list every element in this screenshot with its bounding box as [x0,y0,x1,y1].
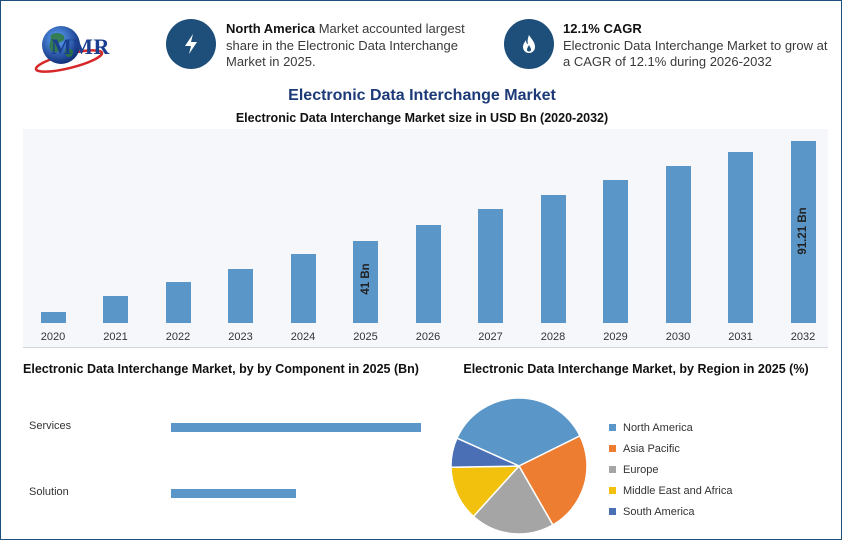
region-chart-title: Electronic Data Interchange Market, by R… [463,362,809,376]
bar-2023 [228,269,253,323]
bar-2022 [165,282,191,323]
info-north-america-text: Market accounted largest share in the El… [226,21,465,69]
legend-swatch [609,487,616,494]
pie-slice-north-america [455,397,581,467]
bar-data-label: 41 Bn [359,263,372,295]
info-cagr-bold: 12.1% CAGR [563,21,642,36]
bar-2029 [603,180,628,323]
bar-2026 [415,224,441,323]
x-tick-label: 2032 [790,331,816,343]
x-tick-label: 2028 [540,331,566,343]
bar-2027 [478,209,503,323]
legend-label: Asia Pacific [623,442,680,455]
x-tick-label: 2029 [603,331,628,343]
info-cagr-text: Electronic Data Interchange Market to gr… [563,37,828,70]
legend-label: Europe [623,463,659,476]
info-cagr: 12.1% CAGR Electronic Data Interchange M… [563,21,831,71]
legend-item: South America [609,501,732,522]
x-tick-label: 2025 [353,331,378,343]
component-label-services: Services [29,420,72,432]
bar-2028 [540,195,566,323]
x-tick-label: 2023 [228,331,253,343]
legend-label: North America [623,421,693,434]
bar-2021 [103,296,128,323]
bar-2020 [40,311,66,323]
component-chart-title: Electronic Data Interchange Market, by b… [23,362,419,376]
mmr-logo [31,21,141,79]
region-legend: North America Asia Pacific Europe Middle Ea… [609,417,732,522]
logo-text: MMR [51,34,110,59]
legend-swatch [609,445,616,452]
x-tick-label: 2020 [40,331,66,343]
x-tick-label: 2021 [103,331,128,343]
legend-item: Europe [609,459,732,480]
x-tick-label: 2026 [415,331,441,343]
flame-icon [504,19,554,69]
pie-slice-middle-east-and-africa [450,465,521,518]
legend-swatch [609,466,616,473]
pie-slice-south-america [450,437,520,469]
x-tick-label: 2024 [290,331,316,343]
x-tick-label: 2022 [165,331,191,343]
region-pie-chart [450,397,588,535]
chart-main-title: Electronic Data Interchange Market [288,87,556,104]
x-tick-label: 2030 [665,331,691,343]
pie-slice-asia-pacific [517,434,588,526]
bar-2025 [353,241,378,323]
component-label-solution: Solution [29,486,69,498]
component-bar-solution [171,489,296,498]
globe-icon [34,26,104,73]
bar-2024 [290,254,316,323]
bar-data-label: 91.21 Bn [797,206,809,255]
bar-2030 [665,165,691,323]
chart-subtitle: Electronic Data Interchange Market size … [235,111,609,125]
x-tick-label: 2031 [728,331,753,343]
component-bar-services [171,423,421,432]
legend-swatch [609,424,616,431]
legend-item: North America [609,417,732,438]
legend-label: South America [623,505,695,518]
pie-slice-europe [472,464,554,535]
legend-label: Middle East and Africa [623,484,733,497]
bar-2032 [790,140,816,323]
legend-item: Middle East and Africa [609,480,732,501]
lightning-icon [166,19,216,69]
info-north-america: North America Market accounted largest s… [226,21,476,71]
bar-2031 [728,152,753,323]
legend-swatch [609,508,616,515]
info-north-america-bold: North America [226,21,316,36]
x-tick-label: 2027 [478,331,503,343]
legend-item: Asia Pacific [609,438,732,459]
